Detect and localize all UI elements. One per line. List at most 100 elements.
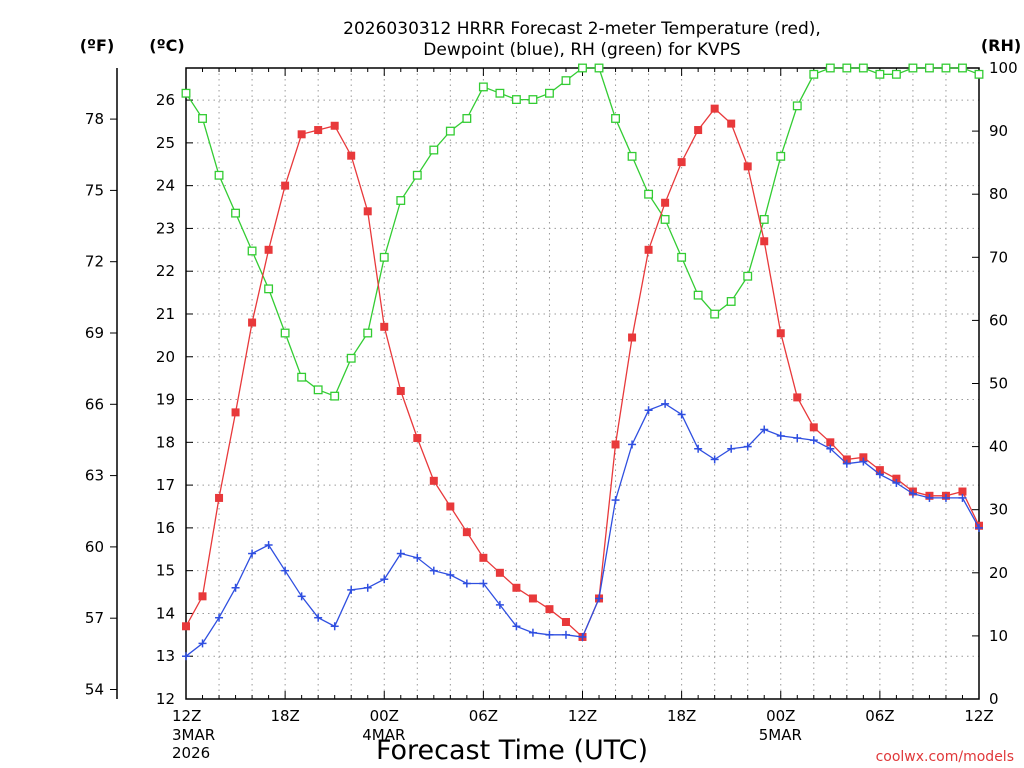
rh-point [759,214,769,224]
temperature-point [809,423,818,432]
celsius-tick-label: 21 [156,305,175,323]
dewpoint-point [413,553,422,562]
time-date-label: 3MAR [172,726,215,744]
dewpoint-point [859,457,868,466]
temperature-point [380,322,389,331]
rh-point [858,63,868,73]
dewpoint-point [215,613,224,622]
temperature-point [297,130,306,139]
rh-tick-label: 80 [989,185,1008,203]
fahrenheit-axis-label: (ºF) [80,36,115,55]
credit-link[interactable]: coolwx.com/models [876,749,1014,765]
rh-point [561,76,571,86]
rh-point [363,328,373,338]
rh-tick-label: 0 [989,690,999,708]
dewpoint-point [198,639,207,648]
dewpoint-point [545,630,554,639]
dewpoint-point [809,436,818,445]
temperature-point [727,119,736,128]
rh-point [594,63,604,73]
time-tick-label: 00Z [766,707,795,725]
rh-point [578,63,587,73]
temperature-point [363,207,372,216]
celsius-tick-label: 24 [156,177,175,195]
fahrenheit-tick-label: 75 [85,181,104,199]
dewpoint-point [495,600,504,609]
rh-point [214,170,224,180]
temperature-point [479,553,488,562]
time-tick-label: 18Z [667,707,696,725]
dewpoint-point [380,575,389,584]
rh-point [445,126,455,136]
temperature-point [396,386,405,395]
rh-point [181,88,191,98]
rh-point [825,63,835,73]
temperature-point [793,393,802,402]
dewpoint-point [611,496,620,505]
dewpoint-point [875,470,884,479]
temperature-point [495,568,504,577]
fahrenheit-tick-label: 63 [85,467,104,485]
dewpoint-point [446,570,455,579]
temperature-point [760,237,769,246]
rh-point [611,114,620,123]
fahrenheit-tick-label: 78 [85,110,104,128]
celsius-tick-label: 15 [156,562,175,580]
rh-tick-label: 50 [989,375,1008,393]
temperature-point [743,162,752,171]
dewpoint-point [727,444,736,453]
time-tick-label: 12Z [964,707,993,725]
celsius-tick-label: 16 [156,519,175,537]
chart-title-line-1: 2026030312 HRRR Forecast 2-meter Tempera… [343,19,821,39]
temperature-point [182,622,190,631]
temperature-point [198,592,207,601]
temperature-point [248,318,257,327]
celsius-tick-label: 23 [156,219,175,237]
rh-tick-label: 90 [989,122,1008,140]
dewpoint-point [776,431,785,440]
temperature-point [776,329,785,338]
rh-point [958,63,967,73]
dewpoint-point [661,399,670,408]
dewpoint-point [743,442,752,451]
temperature-point [231,408,240,417]
rh-point [792,101,802,111]
temperature-point [661,198,670,207]
fahrenheit-tick-label: 72 [85,253,104,271]
dewpoint-point [264,540,273,549]
temperature-point [347,151,356,160]
temperature-point [628,333,637,342]
rh-point [379,252,389,262]
grid-lines [186,68,979,699]
celsius-tick-label: 17 [156,476,175,494]
celsius-tick-label: 13 [156,647,175,665]
rh-point [776,151,786,161]
dewpoint-point [677,410,686,419]
dewpoint-point [892,478,901,487]
rh-point [495,88,505,98]
celsius-tick-label: 12 [156,690,175,708]
rh-point [693,290,703,300]
dewpoint-point [595,594,604,603]
time-tick-label: 18Z [270,707,299,725]
dewpoint-point [297,592,306,601]
rh-point [297,372,307,382]
rh-point [346,353,356,363]
rh-point [875,69,885,79]
rh-point [743,271,753,281]
time-tick-label: 00Z [370,707,399,725]
temperature-point [413,434,422,443]
rh-point [511,95,521,104]
celsius-tick-label: 22 [156,262,175,280]
dewpoint-point [182,652,190,661]
time-tick-label: 12Z [172,707,201,725]
rh-point [809,69,819,79]
temperature-point [611,440,620,449]
rh-point [264,284,274,294]
rh-tick-label: 70 [989,248,1008,266]
rh-tick-label: 30 [989,501,1008,519]
rh-tick-labels: 0 10 20 30 40 50 60 70 80 90 100 [989,59,1018,708]
dewpoint-series [182,399,983,661]
rh-tick-label: 40 [989,438,1008,456]
